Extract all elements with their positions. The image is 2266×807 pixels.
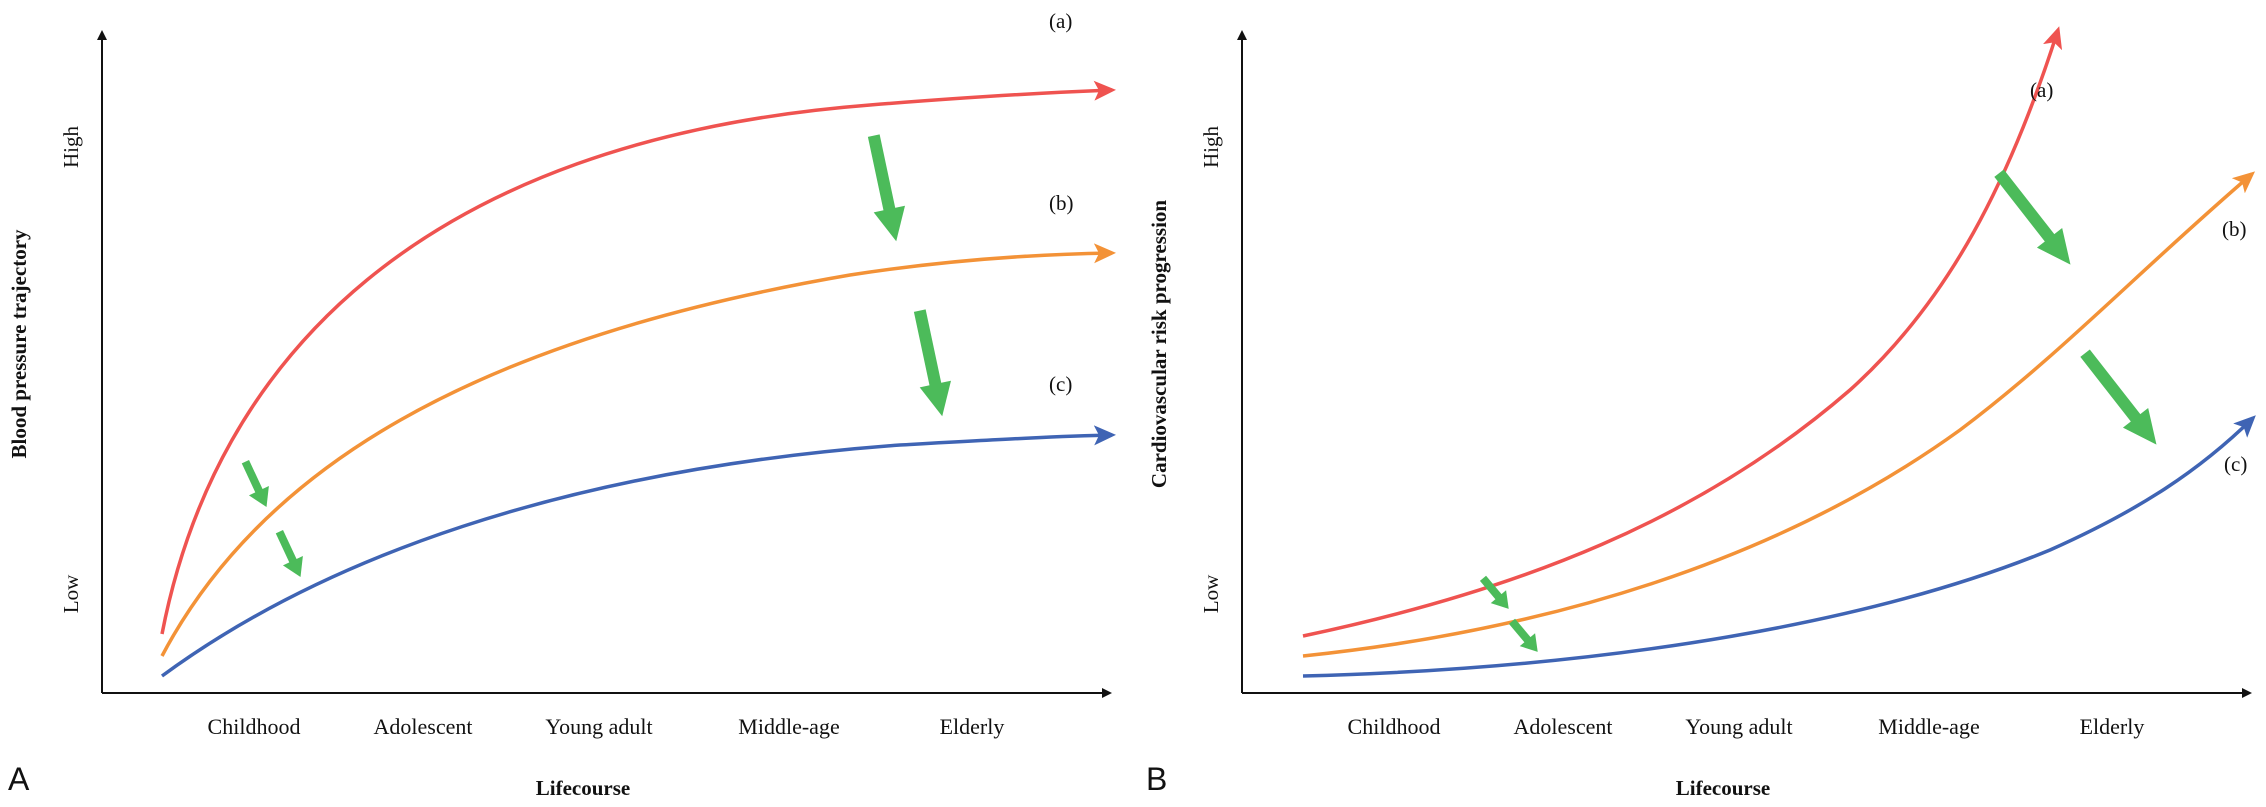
panel-b-intervention-arrow-large-1 xyxy=(1994,169,2071,265)
panel-a-intervention-arrow-small-1 xyxy=(241,459,269,508)
panel-a-x-axis-title: Lifecourse xyxy=(536,776,630,800)
panel-b-y-high-label: High xyxy=(1199,126,1223,169)
panel-b-curve-c xyxy=(1302,415,2256,678)
panel-b-y-axis-title: Cardiovascular risk progression xyxy=(1147,200,1171,489)
panel-b-intervention-arrow-small-1 xyxy=(1479,575,1509,609)
panel-a-intervention-arrow-large-1 xyxy=(867,134,906,242)
panel-a-curve-c-label: (c) xyxy=(1049,372,1072,396)
panel-a-intervention-arrow-small-2 xyxy=(275,529,303,578)
panel-a-curve-a-label: (a) xyxy=(1049,9,1072,33)
panel-b-x-axis-title: Lifecourse xyxy=(1676,776,1770,800)
panel-a-stage-label: Childhood xyxy=(208,714,301,739)
panel-b-stage-label: Adolescent xyxy=(1514,714,1613,739)
panel-a-curve-b xyxy=(160,243,1116,657)
panel-a-curve-c xyxy=(160,425,1116,678)
panel-a-stage-label: Young adult xyxy=(545,714,652,739)
panel-a: (a) (b) (c) High Low Blood pressure traj… xyxy=(7,9,1116,800)
panel-a-curve-a xyxy=(160,80,1116,635)
panel-b-curve-a-label: (a) xyxy=(2030,78,2053,102)
panel-a-stage-label: Middle-age xyxy=(738,714,839,739)
panel-b-letter: B xyxy=(1146,761,1167,797)
panel-b-stage-label: Elderly xyxy=(2080,714,2145,739)
panel-a-curve-b-label: (b) xyxy=(1049,191,1074,215)
panel-a-letter: A xyxy=(8,761,30,797)
panel-a-y-high-label: High xyxy=(59,126,83,169)
panel-b-y-low-label: Low xyxy=(1199,574,1223,613)
panel-a-y-axis-title: Blood pressure trajectory xyxy=(7,229,31,459)
panel-b-stage-label: Childhood xyxy=(1348,714,1441,739)
panel-b-curve-b-label: (b) xyxy=(2222,217,2247,241)
panel-b-stage-label: Middle-age xyxy=(1878,714,1979,739)
panel-b-stage-label: Young adult xyxy=(1685,714,1792,739)
panel-b-intervention-arrow-large-2 xyxy=(2080,349,2157,445)
panel-b-curve-a xyxy=(1302,26,2063,638)
panel-b: (a) (b) (c) High Low Cardiovascular risk… xyxy=(1146,26,2256,800)
panel-a-stage-label: Adolescent xyxy=(374,714,473,739)
panel-a-stage-label: Elderly xyxy=(940,714,1005,739)
panel-a-intervention-arrow-large-2 xyxy=(913,309,952,417)
panel-a-y-low-label: Low xyxy=(59,574,83,613)
panel-b-curve-b xyxy=(1302,171,2256,658)
panel-b-curve-c-label: (c) xyxy=(2224,452,2247,476)
panel-b-intervention-arrow-small-2 xyxy=(1508,618,1538,652)
